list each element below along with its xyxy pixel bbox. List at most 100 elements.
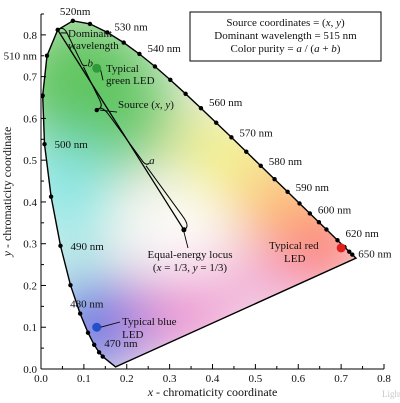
- locus-dot: [183, 91, 188, 97]
- red-led-label: Typical red: [269, 240, 319, 252]
- locus-dot: [258, 163, 263, 168]
- locus-dot: [229, 135, 234, 140]
- green-led-label: Typical: [106, 63, 139, 75]
- locus-dot: [307, 211, 313, 216]
- brace-b: [59, 27, 102, 110]
- label-a: a: [149, 155, 155, 167]
- x-tick-label: 0.8: [377, 373, 391, 385]
- locus-dot: [350, 252, 355, 257]
- wavelength-label: 520nm: [60, 6, 91, 18]
- blue-led-leader: [100, 321, 121, 328]
- locus-dot: [316, 220, 322, 225]
- y-tick-label: 0.6: [23, 113, 37, 125]
- x-tick-label: 0.4: [206, 373, 220, 385]
- dominant-wavelength-line: [57, 29, 185, 231]
- brace-a: [98, 107, 188, 229]
- locus-dot: [244, 149, 249, 154]
- wavelength-label: 490 nm: [70, 241, 104, 253]
- locus-dot: [168, 77, 173, 83]
- x-tick-label: 0.3: [163, 373, 177, 385]
- locus-dot: [152, 64, 158, 69]
- x-tick-label: 0.1: [77, 373, 91, 385]
- locus-dot: [92, 342, 97, 348]
- y-tick-label: 0.7: [23, 72, 37, 84]
- wavelength-label: 470 nm: [104, 338, 138, 350]
- info-box: [189, 11, 382, 62]
- wavelength-label: 540 nm: [147, 43, 181, 55]
- locus-dot: [198, 105, 204, 111]
- axes: 0.0 0.1 0.2 0.3 0.4 0.5 0.6 0.7 0.8 0.0 0.1 0.2 0.3 0…: [23, 13, 391, 385]
- locus-dot: [347, 249, 352, 254]
- source-leader: [99, 109, 118, 113]
- gamut-color-fill: [42, 20, 356, 367]
- x-tick-label: 0.7: [334, 373, 348, 385]
- green-led-leader: [100, 70, 104, 81]
- wavelength-label: 510 nm: [4, 51, 38, 63]
- blue-led-label: LED: [122, 329, 143, 341]
- spectral-locus: 470 nm 480 nm 490 nm 500 nm 510 nm 520nm 530 n…: [4, 6, 392, 368]
- locus-dot: [85, 330, 91, 335]
- y-axis-label: y - chromaticity coordinate: [0, 127, 14, 258]
- locus-dot: [87, 21, 93, 27]
- locus-dot: [40, 93, 45, 98]
- source-label: Source (x, y): [118, 99, 174, 111]
- y-tick-label: 0.4: [23, 197, 37, 209]
- wavelength-label: 530 nm: [114, 21, 148, 33]
- wavelength-label: 560 nm: [209, 97, 243, 109]
- locus-dot: [285, 189, 290, 195]
- blue-led-label: Typical blue: [122, 316, 177, 328]
- locus-dot: [44, 53, 50, 58]
- x-tick-label: 0.0: [34, 373, 48, 385]
- red-led-dot: [336, 243, 346, 253]
- x-axis-label: x - chromaticity coordinate: [147, 385, 278, 399]
- equal-energy-label: Equal-energy locus: [147, 249, 232, 261]
- green-led-dot: [92, 63, 102, 73]
- equal-energy-leader: [183, 231, 189, 249]
- red-led-label: LED: [284, 253, 305, 265]
- x-tick-label: 0.2: [120, 373, 134, 385]
- locus-dot: [105, 30, 110, 35]
- wavelength-label: 600 nm: [318, 204, 352, 216]
- locus-dot: [335, 238, 340, 243]
- locus-dot: [121, 40, 126, 45]
- locus-dot: [70, 18, 76, 23]
- wavelength-label: 650 nm: [358, 249, 392, 261]
- locus-dot: [100, 354, 105, 359]
- wavelength-label: 570 nm: [239, 127, 273, 139]
- locus-dot: [68, 282, 73, 288]
- locus-dot: [272, 177, 277, 182]
- label-b: b: [88, 58, 94, 70]
- locus-dot: [324, 227, 329, 232]
- source-dot: [94, 107, 99, 113]
- green-led-label: green LED: [106, 75, 155, 87]
- y-tick-label: 0.3: [23, 239, 37, 251]
- wavelength-label: 590 nm: [296, 182, 330, 194]
- locus-dot: [42, 141, 47, 147]
- x-tick-label: 0.6: [291, 373, 305, 385]
- y-tick-label: 0.0: [23, 364, 37, 376]
- info-box-line: Source coordinates = (x, y): [226, 17, 345, 29]
- blue-led-dot: [92, 322, 102, 332]
- locus-dot: [48, 194, 54, 199]
- y-tick-label: 0.1: [23, 322, 37, 334]
- info-box-line: Dominant wavelength = 515 nm: [214, 30, 357, 42]
- dominant-wavelength-label: Dominant: [68, 28, 112, 40]
- y-tick-label: 0.2: [23, 280, 37, 292]
- watermark: Light-: [382, 389, 400, 399]
- dominant-wavelength-label: wavelength: [68, 40, 119, 52]
- locus-dot: [58, 243, 63, 248]
- gamut-blob-1: [66, 58, 187, 179]
- locus-dot: [297, 201, 302, 206]
- locus-dot: [96, 350, 102, 355]
- wavelength-label: 500 nm: [55, 139, 89, 151]
- wavelength-label: 480 nm: [70, 299, 104, 311]
- wavelength-label: 620 nm: [345, 228, 379, 240]
- locus-dot: [214, 120, 219, 125]
- wavelength-label: 580 nm: [269, 156, 303, 168]
- info-box-line: Color purity = a / (a + b): [231, 43, 341, 55]
- locus-dot: [77, 311, 83, 316]
- gamut-blob-2: [42, 136, 108, 227]
- equal-energy-dot: [181, 227, 187, 233]
